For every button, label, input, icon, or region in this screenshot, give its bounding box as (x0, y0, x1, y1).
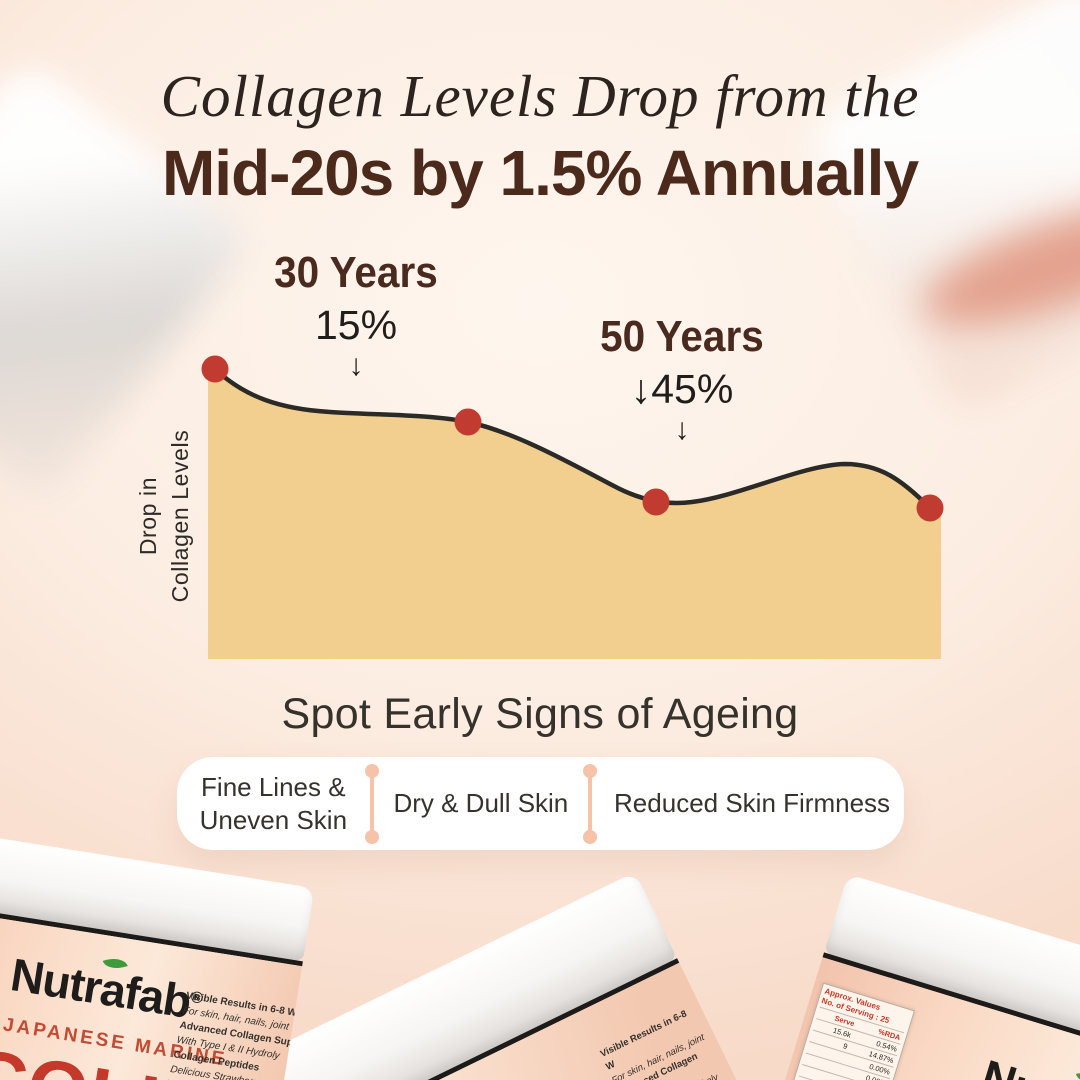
y-axis-label-line: Drop in (134, 476, 161, 556)
sign-item-dry-skin: Dry & Dull Skin (393, 788, 569, 819)
signs-pill: Fine Lines & Uneven Skin Dry & Dull Skin… (177, 757, 904, 850)
annotation-drop-value: ↓45% (630, 366, 734, 412)
chart-area-fill (208, 369, 941, 659)
brand-logo: Nutrafab® (7, 948, 204, 1028)
chart-dot (454, 408, 482, 436)
annotation-30-years: 30 Years 15% ↓ (243, 248, 469, 381)
pill-divider (364, 763, 379, 844)
y-axis-label-line: Collagen Levels (167, 429, 193, 603)
chart-dot (642, 488, 670, 516)
nutrition-facts-table: Approx. Values No. of Serving : 25 Serve… (790, 982, 916, 1080)
chart-curve (212, 366, 933, 511)
title-line-1: Collagen Levels Drop from the (160, 63, 920, 129)
section-heading: Spot Early Signs of Ageing (281, 690, 799, 738)
product-jar-left: Nutrafab® JAPANESE MARINE COLLAGEN LOW V… (0, 823, 315, 1080)
product-jar-right: Approx. Values No. of Serving : 25 Serve… (693, 874, 1080, 1080)
pill-divider (583, 763, 598, 844)
down-arrow-icon: ↓ (630, 366, 652, 412)
collagen-drop-chart (201, 355, 944, 659)
brand-logo: Nutrafab® (975, 1049, 1080, 1080)
annotation-age-label: 50 Years (600, 312, 764, 361)
annotation-50-years: 50 Years ↓45% ↓ (574, 312, 790, 445)
label-smallprint: Visible Results in 6-8 W For skin, hair, … (598, 1004, 773, 1080)
chart-dot (201, 355, 229, 383)
y-axis-label: Drop in Collagen Levels (132, 430, 196, 603)
chart-dot (916, 494, 944, 522)
chart-dots (201, 355, 944, 522)
down-arrow-icon: ↓ (348, 349, 364, 382)
sign-item-fine-lines: Fine Lines & Uneven Skin (199, 772, 348, 835)
title-line-2: Mid-20s by 1.5% Annually (161, 137, 919, 209)
sign-item-firmness: Reduced Skin Firmness (614, 788, 891, 819)
annotation-age-label: 30 Years (274, 248, 438, 297)
annotation-drop-value: 15% (314, 302, 398, 348)
down-arrow-icon: ↓ (674, 413, 690, 446)
